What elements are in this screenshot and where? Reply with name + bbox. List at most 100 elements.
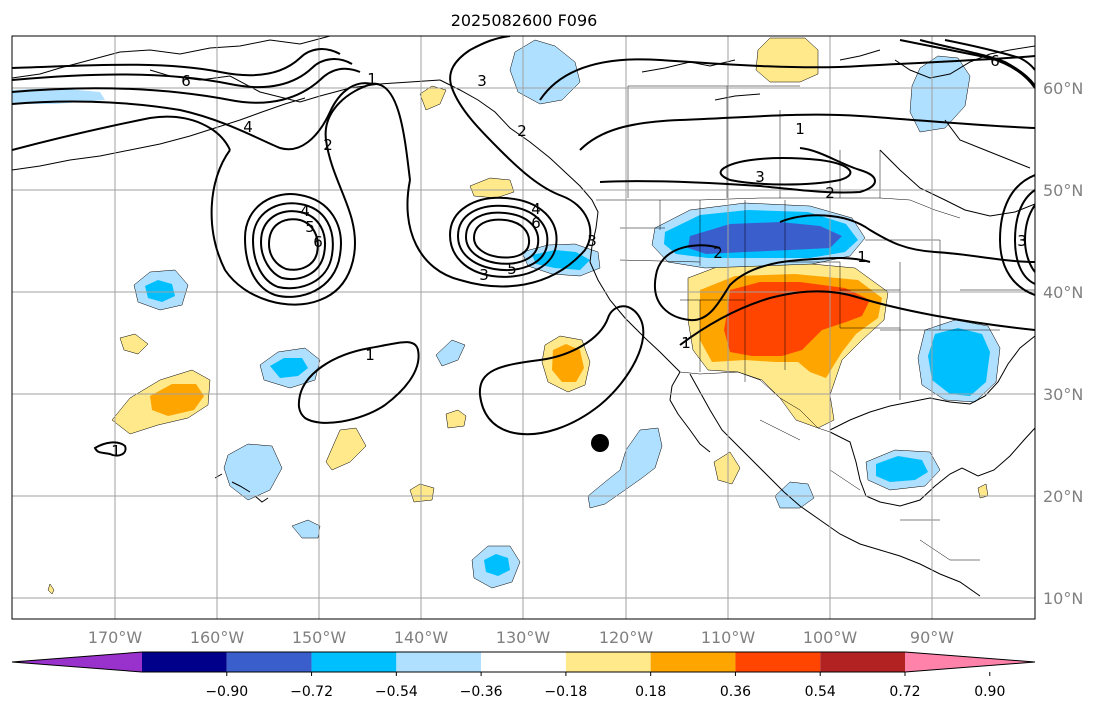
contour-label: 3 [1017, 232, 1027, 250]
isoline-northeast [899, 39, 1035, 89]
coastline-gulf [829, 427, 1035, 507]
coastlines [12, 36, 1035, 597]
map-frame [11, 35, 1036, 620]
isoline-canada-1 [539, 55, 1035, 101]
isoline-canada-2 [579, 113, 1035, 151]
lon-label: 140°W [394, 628, 449, 647]
lon-label: 160°W [190, 628, 245, 647]
coastline-hudson [879, 45, 1035, 217]
contour-label: 1 [367, 70, 377, 88]
negative-anomaly-far-west [12, 88, 105, 104]
isoline-low-north-3 [12, 67, 361, 104]
lon-label: 130°W [496, 628, 551, 647]
isoline-low-west-ring-3 [259, 210, 326, 280]
colorbar-extend-high [905, 652, 1035, 672]
contour-label: 6 [990, 52, 1000, 70]
contour-label: 6 [181, 72, 191, 90]
positive-anomaly-pacific-6-core [552, 344, 584, 382]
colorbar-tick-label: −0.72 [290, 684, 333, 700]
positive-anomaly-pacific-8 [419, 85, 447, 111]
negative-anomaly-gulf-core [876, 456, 928, 482]
colorbar-tick-label: 0.54 [805, 684, 836, 700]
isoline-low-north-1 [12, 48, 341, 77]
contour-label: 2 [825, 184, 835, 202]
positive-anomaly-west-edge [47, 583, 55, 595]
point-marker [591, 434, 609, 452]
isoline-low-north-2 [12, 58, 353, 89]
colorbar-tick-label: −0.54 [375, 684, 418, 700]
contour-label: 1 [365, 346, 375, 364]
isoline-us-trough [779, 214, 1035, 263]
isoline-canada-3 [719, 157, 852, 186]
isoline-low-east-ring-3 [464, 211, 540, 265]
coastline-gulf-north [829, 335, 1035, 431]
lon-label: 90°W [910, 628, 954, 647]
colorbar-segment [396, 652, 482, 672]
political-borders [596, 85, 1035, 561]
border-us-mexico [679, 371, 831, 433]
isoline-us-2 [653, 244, 871, 322]
colorbar-segment [311, 652, 397, 672]
contour-label: 1 [795, 120, 805, 138]
isoline-low-north-5 [12, 115, 231, 151]
contour-label: 3 [587, 232, 597, 250]
isolines [12, 36, 1035, 457]
isoline-pacific-2 [478, 305, 645, 436]
coastline-hawaii [214, 473, 269, 503]
latitude-labels: 60°N 50°N 40°N 30°N 20°N 10°N [1043, 79, 1083, 608]
contour-label: 1 [111, 442, 121, 460]
contour-label: 1 [857, 248, 867, 266]
colorbar-tick-label: 0.90 [974, 684, 1005, 700]
negative-anomaly-pacific-3 [223, 443, 283, 501]
positive-anomaly-mexico [713, 451, 741, 485]
colorbar-segment [565, 652, 651, 672]
contour-label: 4 [300, 202, 310, 220]
negative-anomaly-north-plains-core [688, 222, 842, 254]
contour-labels: 6 4 2 1 3 2 1 3 4 5 6 3 4 3 5 6 1 1 2 1 [111, 52, 1027, 460]
contour-label: 3 [755, 168, 765, 186]
negative-anomaly-california-core [532, 250, 590, 270]
positive-anomaly-pacific-7 [469, 177, 515, 199]
colorbar-tick-label: −0.36 [460, 684, 503, 700]
lon-label: 100°W [803, 628, 858, 647]
border-mexico-states [759, 419, 980, 561]
negative-anomaly-southeast-core [928, 328, 990, 396]
negative-anomaly-pacific-4 [435, 339, 466, 367]
isoline-pacific-1 [297, 341, 420, 424]
isoline-low-east-ring-2 [456, 204, 549, 271]
colorbar-tick-label: 0.72 [889, 684, 920, 700]
colorbar-outline [11, 651, 1036, 673]
coastline-pacific-northwest [439, 79, 681, 373]
colorbar-extend-low [12, 652, 142, 672]
colorbar-tick-label: −0.18 [544, 684, 587, 700]
isoline-low-north-4 [12, 82, 373, 151]
map-panel: 6 4 2 1 3 2 1 3 4 5 6 3 4 3 5 6 1 1 2 1 [11, 35, 1036, 620]
contour-label: 4 [531, 200, 541, 218]
isoline-low-west-ring-2 [251, 202, 334, 290]
isoline-us-1 [679, 290, 1035, 346]
lon-label: 120°W [599, 628, 654, 647]
negative-anomaly-pacific-2-core [270, 358, 308, 378]
colorbar-tick-label: 0.18 [635, 684, 666, 700]
contour-label: 2 [517, 122, 527, 140]
lat-label: 60°N [1043, 79, 1083, 98]
lon-label: 170°W [88, 628, 143, 647]
contour-label: 4 [243, 118, 253, 136]
longitude-labels: 170°W 160°W 150°W 140°W 130°W 120°W 110°… [88, 628, 954, 647]
lat-label: 10°N [1043, 589, 1083, 608]
colorbar-segment [735, 652, 821, 672]
colorbar-tick-label: 0.36 [720, 684, 751, 700]
colorbar-segment [142, 652, 227, 672]
isoline-canada-4 [599, 147, 876, 194]
isoline-pacific-3 [93, 441, 127, 457]
positive-anomaly-pacific-3 [325, 427, 367, 471]
contour-label: 6 [313, 233, 323, 251]
lat-label: 40°N [1043, 283, 1083, 302]
contour-label: 3 [479, 266, 489, 284]
shaded-fields [12, 37, 1001, 595]
negative-anomaly-mexico-coast [774, 481, 815, 509]
contour-label: 5 [305, 218, 315, 236]
colorbar-segment [481, 652, 566, 672]
isoline-low-east-outer [406, 36, 592, 288]
